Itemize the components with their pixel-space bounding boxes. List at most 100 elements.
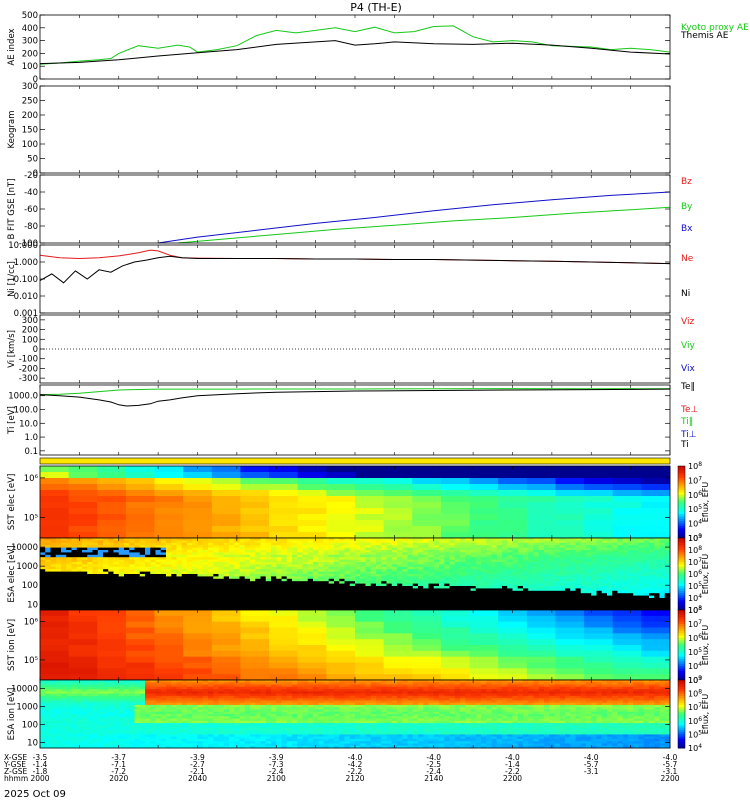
spectro-cell bbox=[171, 569, 177, 572]
spectro-cell bbox=[607, 538, 613, 541]
spectro-cell bbox=[596, 540, 603, 544]
spectro-cell bbox=[486, 595, 492, 599]
spectro-cell bbox=[412, 554, 419, 558]
spectro-cell bbox=[213, 581, 219, 584]
spectro-cell bbox=[502, 588, 508, 592]
spectro-cell bbox=[139, 593, 146, 596]
spectro-cell bbox=[313, 588, 319, 592]
spectro-cell bbox=[223, 566, 230, 570]
spectro-cell bbox=[211, 645, 241, 652]
spectro-cell bbox=[66, 704, 72, 708]
spectro-cell bbox=[355, 472, 385, 479]
y-tick-label: 1000 bbox=[16, 562, 38, 572]
spectro-cell bbox=[412, 576, 419, 580]
spectro-cell bbox=[612, 674, 642, 681]
spectro-cell bbox=[491, 590, 498, 594]
spectro-cell bbox=[192, 547, 198, 551]
spectro-cell bbox=[218, 588, 225, 592]
spectro-cell bbox=[61, 578, 67, 582]
spectro-cell bbox=[76, 554, 83, 558]
spectro-cell bbox=[423, 590, 429, 594]
spectro-cell bbox=[183, 668, 213, 675]
spectro-cell bbox=[166, 562, 172, 565]
spectro-cell bbox=[601, 562, 608, 565]
spectro-cell bbox=[544, 600, 550, 604]
spectro-cell bbox=[250, 557, 256, 560]
spectro-cell bbox=[145, 586, 151, 589]
spectro-cell bbox=[271, 576, 277, 580]
spectro-cell bbox=[533, 586, 540, 589]
spectro-cell bbox=[469, 472, 499, 479]
spectro-cell bbox=[454, 562, 461, 565]
spectro-cell bbox=[160, 605, 167, 608]
spectro-cell bbox=[570, 562, 576, 565]
spectro-cell bbox=[559, 569, 566, 572]
spectro-cell bbox=[433, 545, 440, 548]
spectro-cell bbox=[40, 532, 70, 539]
spectro-cell bbox=[281, 605, 288, 608]
spectro-cell bbox=[55, 693, 62, 697]
spectro-cell bbox=[313, 586, 319, 589]
spectro-cell bbox=[617, 557, 624, 560]
spectro-cell bbox=[559, 547, 566, 551]
spectro-cell bbox=[271, 562, 277, 565]
spectro-cell bbox=[381, 547, 387, 551]
spectro-cell bbox=[297, 547, 303, 551]
spectro-cell bbox=[250, 576, 256, 580]
spectro-cell bbox=[526, 668, 556, 675]
spectro-cell bbox=[265, 540, 272, 544]
spectro-cell bbox=[50, 680, 57, 683]
spectro-cell bbox=[297, 602, 303, 606]
spectro-cell bbox=[171, 552, 177, 556]
spectro-cell bbox=[55, 593, 62, 596]
spectro-cell bbox=[449, 583, 456, 587]
spectro-cell bbox=[444, 586, 450, 589]
spectro-cell bbox=[323, 581, 330, 584]
spectro-cell bbox=[659, 557, 666, 560]
spectro-cell bbox=[276, 600, 282, 604]
spectro-cell bbox=[97, 574, 104, 577]
colorbar-tick-label: 106 bbox=[688, 569, 702, 579]
spectro-cell bbox=[628, 583, 634, 587]
spectro-cell bbox=[628, 593, 634, 596]
spectro-cell bbox=[202, 588, 209, 592]
spectro-cell bbox=[526, 615, 556, 623]
spectro-cell bbox=[61, 538, 67, 541]
spectro-cell bbox=[386, 605, 393, 608]
spectro-cell bbox=[596, 559, 603, 563]
spectro-cell bbox=[271, 554, 277, 558]
spectro-cell bbox=[544, 595, 550, 599]
spectro-cell bbox=[607, 557, 613, 560]
spectro-cell bbox=[370, 578, 377, 582]
spectro-cell bbox=[465, 571, 471, 575]
spectro-cell bbox=[349, 593, 356, 596]
spectro-cell bbox=[286, 538, 293, 541]
spectro-cell bbox=[218, 547, 225, 551]
spectro-cell bbox=[197, 564, 204, 568]
spectro-cell bbox=[40, 693, 46, 697]
spectro-cell bbox=[449, 540, 456, 544]
spectro-cell bbox=[66, 707, 72, 710]
spectro-cell bbox=[244, 578, 251, 582]
spectro-cell bbox=[402, 550, 408, 553]
y-tick-label: 0 bbox=[33, 75, 38, 85]
spectro-cell bbox=[381, 571, 387, 575]
spectro-cell bbox=[638, 557, 645, 560]
spectro-cell bbox=[118, 598, 125, 601]
spectro-cell bbox=[440, 472, 470, 479]
spectro-cell bbox=[433, 605, 440, 608]
spectro-cell bbox=[302, 566, 309, 570]
spectro-cell bbox=[481, 581, 487, 584]
spectro-cell bbox=[66, 559, 72, 563]
spectro-cell bbox=[659, 607, 666, 611]
spectro-cell bbox=[586, 569, 592, 572]
spectro-cell bbox=[486, 557, 492, 560]
spectro-cell bbox=[113, 590, 120, 594]
spectro-cell bbox=[344, 583, 351, 587]
spectro-cell bbox=[538, 538, 545, 541]
spectro-cell bbox=[554, 559, 561, 563]
spectro-cell bbox=[234, 559, 240, 563]
colorbar-cell bbox=[678, 571, 685, 575]
spectro-cell bbox=[475, 574, 482, 577]
